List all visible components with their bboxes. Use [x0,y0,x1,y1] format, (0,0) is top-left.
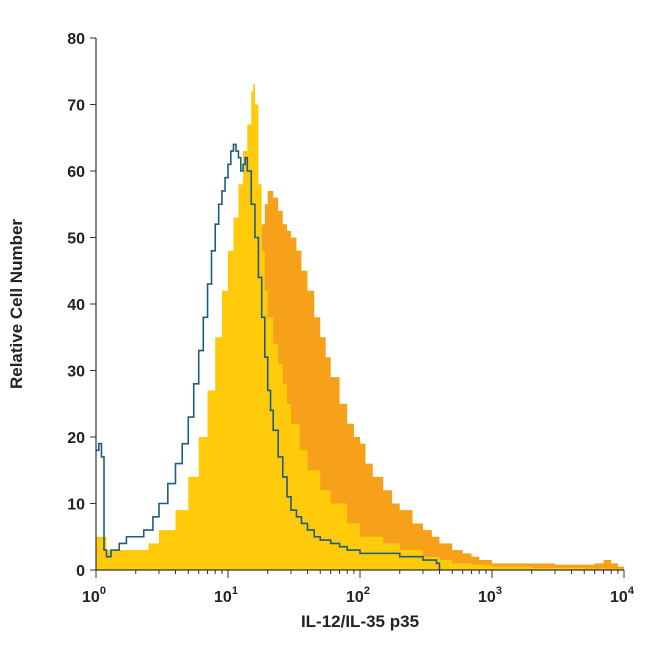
y-tick-label-10: 10 [67,497,85,514]
x-tick-label-1: 101 [214,585,238,606]
y-axis-title: Relative Cell Number [7,219,26,389]
y-ticks: 0 10 20 30 40 50 60 70 80 [67,31,96,580]
x-tick-label-2: 102 [346,585,370,606]
y-tick-label-0: 0 [76,563,85,580]
x-tick-label-3: 103 [478,585,502,606]
x-axis-title: IL-12/IL-35 p35 [301,612,419,631]
y-tick-label-50: 50 [67,231,85,248]
x-ticks: 100 101 102 103 104 [82,570,635,606]
y-tick-label-30: 30 [67,364,85,381]
y-tick-label-20: 20 [67,430,85,447]
histogram-fill-series-2 [96,84,624,571]
y-tick-label-40: 40 [67,297,85,314]
histogram-outline-series-3 [96,143,441,571]
x-tick-label-4: 104 [610,585,635,606]
y-tick-label-60: 60 [67,164,85,181]
y-tick-label-70: 70 [67,98,85,115]
plot-area [96,84,624,571]
y-tick-label-80: 80 [67,31,85,48]
x-tick-label-0: 100 [82,585,106,606]
histogram-fill-series-1 [96,190,624,570]
